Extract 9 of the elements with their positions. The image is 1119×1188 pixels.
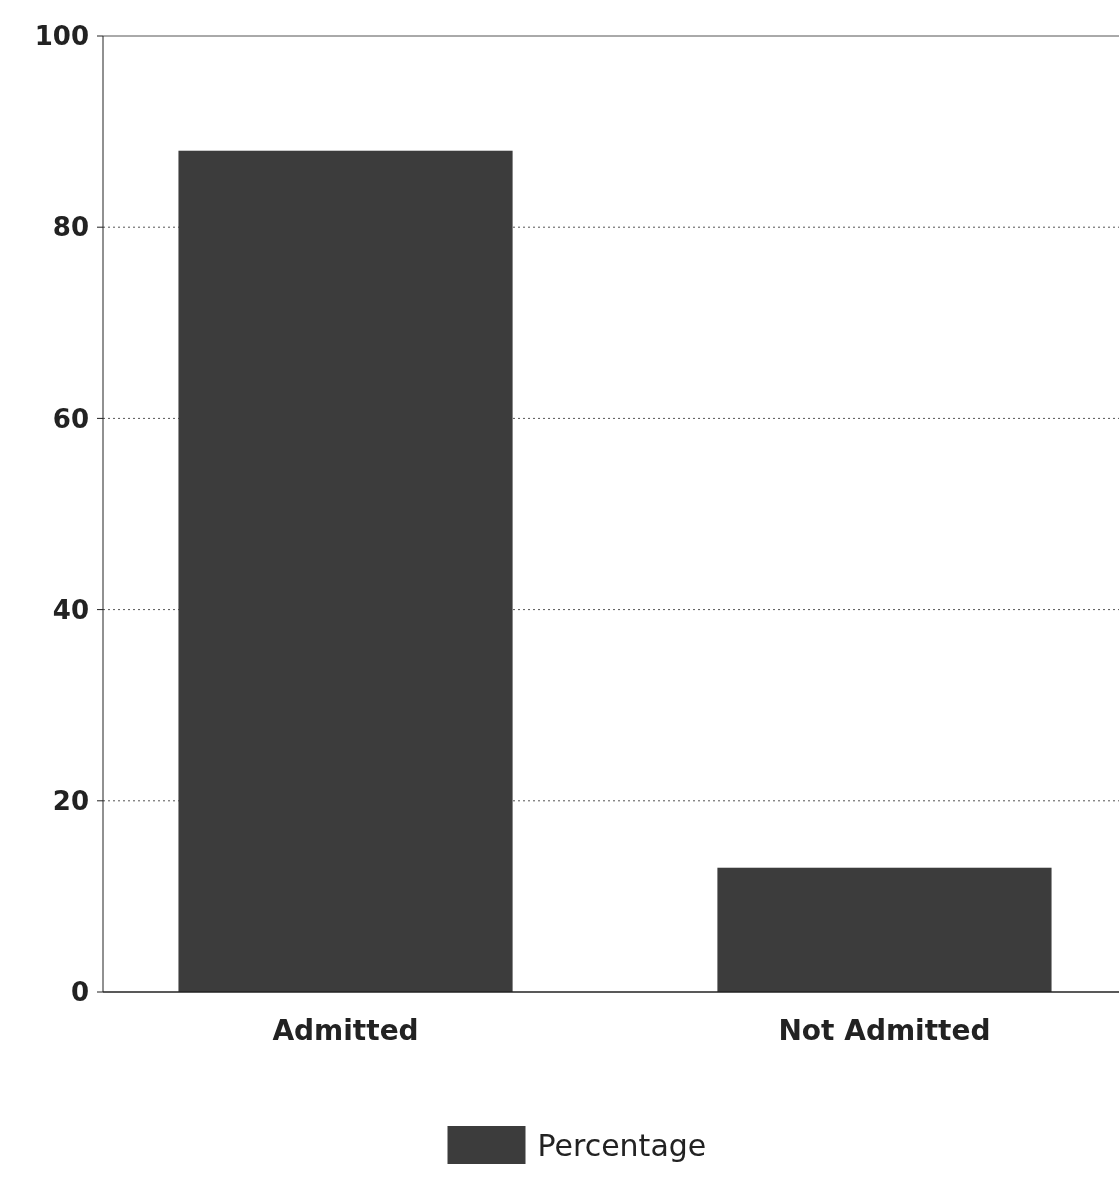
- x-tick-label: Admitted: [272, 1014, 419, 1047]
- y-tick-label: 60: [52, 403, 89, 434]
- y-tick-label: 0: [70, 977, 89, 1008]
- y-tick-label: 20: [52, 785, 89, 816]
- y-tick-label: 100: [34, 21, 89, 52]
- y-tick-label: 40: [52, 594, 89, 625]
- x-tick-label: Not Admitted: [778, 1014, 991, 1047]
- legend-label: Percentage: [537, 1127, 707, 1163]
- y-tick-label: 80: [52, 212, 89, 243]
